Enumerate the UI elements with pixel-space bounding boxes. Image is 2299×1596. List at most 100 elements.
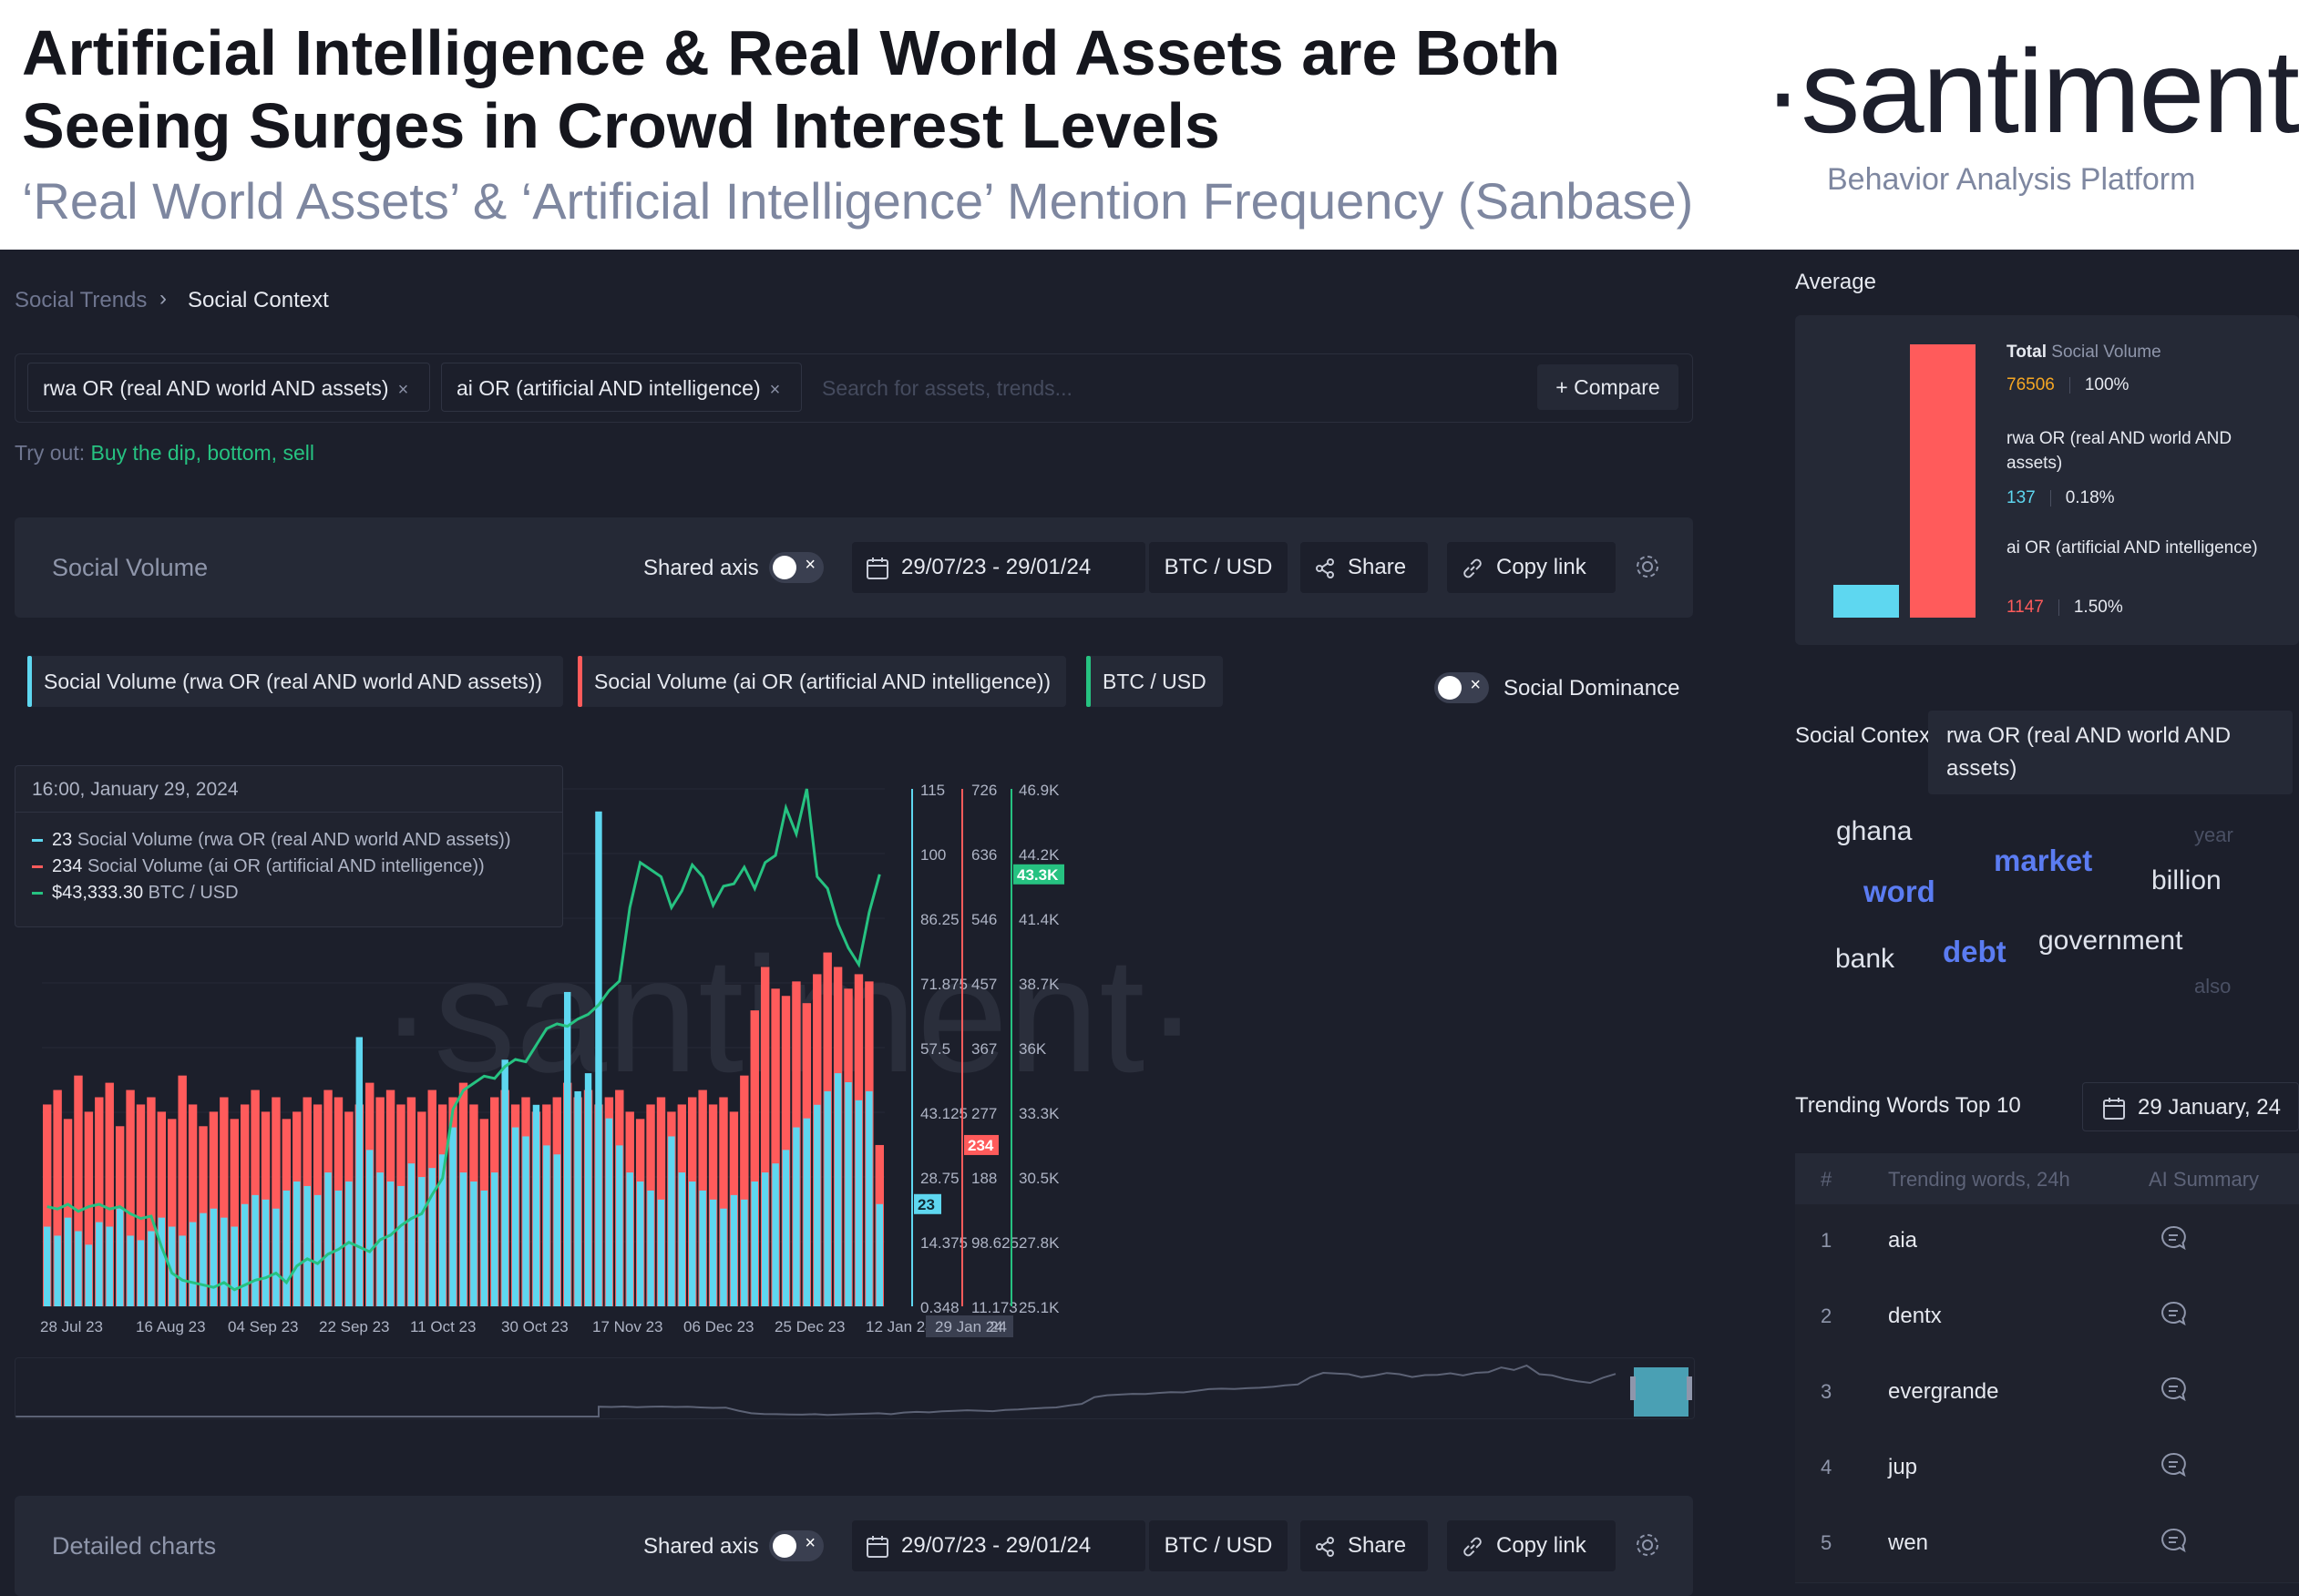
trending-row[interactable]: 3 evergrande <box>1795 1356 2299 1432</box>
share-label: Share <box>1348 555 1407 579</box>
search-chip-ai[interactable]: ai OR (artificial AND intelligence) × <box>441 363 802 412</box>
x-axis-tick: 06 Dec 23 <box>683 1318 754 1335</box>
word-cloud-item[interactable]: also <box>2194 975 2232 998</box>
trending-word[interactable]: wen <box>1888 1530 1929 1555</box>
chart-axes: 115 100 86.25 71.875 57.5 43.125 28.75 14.375 0.… <box>911 782 1064 1316</box>
chat-bubble-icon[interactable] <box>2160 1224 2187 1252</box>
rwa-bar <box>866 1090 873 1306</box>
gear-icon[interactable] <box>1633 1530 1662 1560</box>
rwa-bar <box>85 1244 93 1306</box>
rwa-bar <box>189 1222 197 1306</box>
trending-word[interactable]: aia <box>1888 1228 1918 1253</box>
brand-tagline: Behavior Analysis Platform <box>1827 162 2196 197</box>
gear-icon[interactable] <box>1633 552 1662 581</box>
trending-words-title: Trending Words Top 10 <box>1795 1093 2021 1118</box>
trending-date-picker[interactable]: 29 January, 24 <box>2082 1082 2299 1131</box>
social-volume-chart[interactable]: ·santiment· 11510086.2571.87557.543.1252… <box>15 762 1700 1345</box>
legend-label: BTC / USD <box>1103 670 1206 693</box>
share-button[interactable]: Share <box>1300 1520 1428 1571</box>
word-cloud-item[interactable]: year <box>2194 824 2233 846</box>
btc-current-value: 43.3K <box>1017 866 1059 884</box>
rwa-bar <box>595 811 602 1306</box>
trending-rank: 5 <box>1821 1531 1832 1554</box>
trending-row[interactable]: 4 jup <box>1795 1431 2299 1508</box>
legend-item-ai[interactable]: Social Volume (ai OR (artificial AND int… <box>578 656 1066 707</box>
navigator-handle-left[interactable] <box>1630 1376 1636 1400</box>
date-range-picker[interactable]: 29/07/23 - 29/01/24 <box>852 1520 1145 1571</box>
compare-button[interactable]: + Compare <box>1537 364 1678 410</box>
shared-axis-toggle[interactable]: × <box>769 1530 824 1561</box>
column-header-rank: # <box>1821 1168 1832 1191</box>
average-ai-value: 1147 1.50% <box>2006 598 2123 617</box>
x-axis-tick: 04 Sep 23 <box>228 1318 299 1335</box>
tooltip-date: 16:00, January 29, 2024 <box>32 779 239 800</box>
legend-item-btc[interactable]: BTC / USD <box>1086 656 1223 707</box>
breadcrumb-parent-link[interactable]: Social Trends <box>15 288 148 312</box>
rwa-axis-tick: 71.875 <box>920 976 968 993</box>
remove-chip-icon[interactable]: × <box>769 380 781 400</box>
word-cloud-item[interactable]: market <box>1994 844 2093 877</box>
word-cloud-item[interactable]: bank <box>1835 944 1895 974</box>
word-cloud-item[interactable]: word <box>1863 875 1935 908</box>
ai-axis-tick: 11.173 <box>971 1299 1018 1316</box>
try-out-link[interactable]: Buy the dip, bottom, sell <box>90 441 314 465</box>
copy-link-button[interactable]: Copy link <box>1447 542 1616 593</box>
legend-item-rwa[interactable]: Social Volume (rwa OR (real AND world AN… <box>27 656 563 707</box>
rwa-bar <box>313 1194 322 1306</box>
rwa-bar <box>855 1100 863 1306</box>
search-chip-rwa[interactable]: rwa OR (real AND world AND assets) × <box>27 363 430 412</box>
rwa-bar <box>532 1104 540 1306</box>
word-cloud-item[interactable]: debt <box>1943 935 2006 968</box>
average-title: Average <box>1795 270 1876 294</box>
rwa-bar <box>397 1185 405 1306</box>
copy-link-button[interactable]: Copy link <box>1447 1520 1616 1571</box>
rwa-bar <box>282 1190 291 1306</box>
range-navigator[interactable] <box>15 1357 1695 1419</box>
word-cloud-item[interactable]: ghana <box>1836 816 1913 846</box>
rwa-bar <box>96 1222 103 1306</box>
btc-axis-tick: 33.3K <box>1019 1105 1060 1122</box>
rwa-bar <box>127 1235 134 1306</box>
calendar-icon <box>867 1535 888 1558</box>
navigator-handle-right[interactable] <box>1687 1376 1692 1400</box>
chat-bubble-icon[interactable] <box>2160 1451 2187 1478</box>
trending-row[interactable]: 5 wen <box>1795 1507 2299 1583</box>
rwa-bar <box>210 1208 218 1306</box>
ai-bar <box>272 1097 281 1306</box>
date-range-picker[interactable]: 29/07/23 - 29/01/24 <box>852 542 1145 593</box>
shared-axis-toggle[interactable]: × <box>769 552 824 583</box>
btc-axis-tick: 27.8K <box>1019 1234 1060 1252</box>
x-axis-ticks: 28 Jul 23 16 Aug 23 04 Sep 23 22 Sep 23 11 O… <box>40 1315 1013 1337</box>
btc-axis-tick: 30.5K <box>1019 1170 1060 1187</box>
toggle-off-mark: × <box>1470 675 1481 695</box>
remove-chip-icon[interactable]: × <box>397 380 409 400</box>
word-cloud-item[interactable]: government <box>2038 926 2183 956</box>
search-input[interactable] <box>820 364 1516 412</box>
rwa-bar <box>355 1037 364 1306</box>
rwa-bar <box>782 1150 790 1306</box>
trending-row[interactable]: 2 dentx <box>1795 1280 2299 1356</box>
navigator-selection <box>1634 1367 1688 1417</box>
btc-axis-tick: 25.1K <box>1019 1299 1060 1316</box>
chat-bubble-icon[interactable] <box>2160 1300 2187 1327</box>
trending-row[interactable]: 1 aia <box>1795 1204 2299 1281</box>
trending-word[interactable]: jup <box>1888 1455 1918 1479</box>
chat-bubble-icon[interactable] <box>2160 1527 2187 1554</box>
trending-word[interactable]: evergrande <box>1888 1379 1999 1404</box>
word-cloud-item[interactable]: billion <box>2151 865 2222 895</box>
share-button[interactable]: Share <box>1300 542 1428 593</box>
chart-tooltip: 16:00, January 29, 2024 23 Social Volume… <box>15 765 563 927</box>
trending-word[interactable]: dentx <box>1888 1304 1942 1328</box>
x-axis-current-marker <box>926 1315 1013 1337</box>
social-dominance-toggle[interactable]: × <box>1434 672 1489 703</box>
x-axis-tick: 30 Oct 23 <box>501 1318 569 1335</box>
shared-axis-label: Shared axis <box>643 556 759 580</box>
rwa-bar <box>803 1118 811 1306</box>
ai-bar <box>74 1075 83 1306</box>
legend-label: Social Volume (ai OR (artificial AND int… <box>594 670 1052 693</box>
social-context-select[interactable]: rwa OR (real AND world AND assets) <box>1928 711 2293 794</box>
ai-bar <box>750 1010 759 1306</box>
currency-select[interactable]: BTC / USD <box>1149 542 1288 593</box>
chat-bubble-icon[interactable] <box>2160 1376 2187 1403</box>
currency-select[interactable]: BTC / USD <box>1149 1520 1288 1571</box>
